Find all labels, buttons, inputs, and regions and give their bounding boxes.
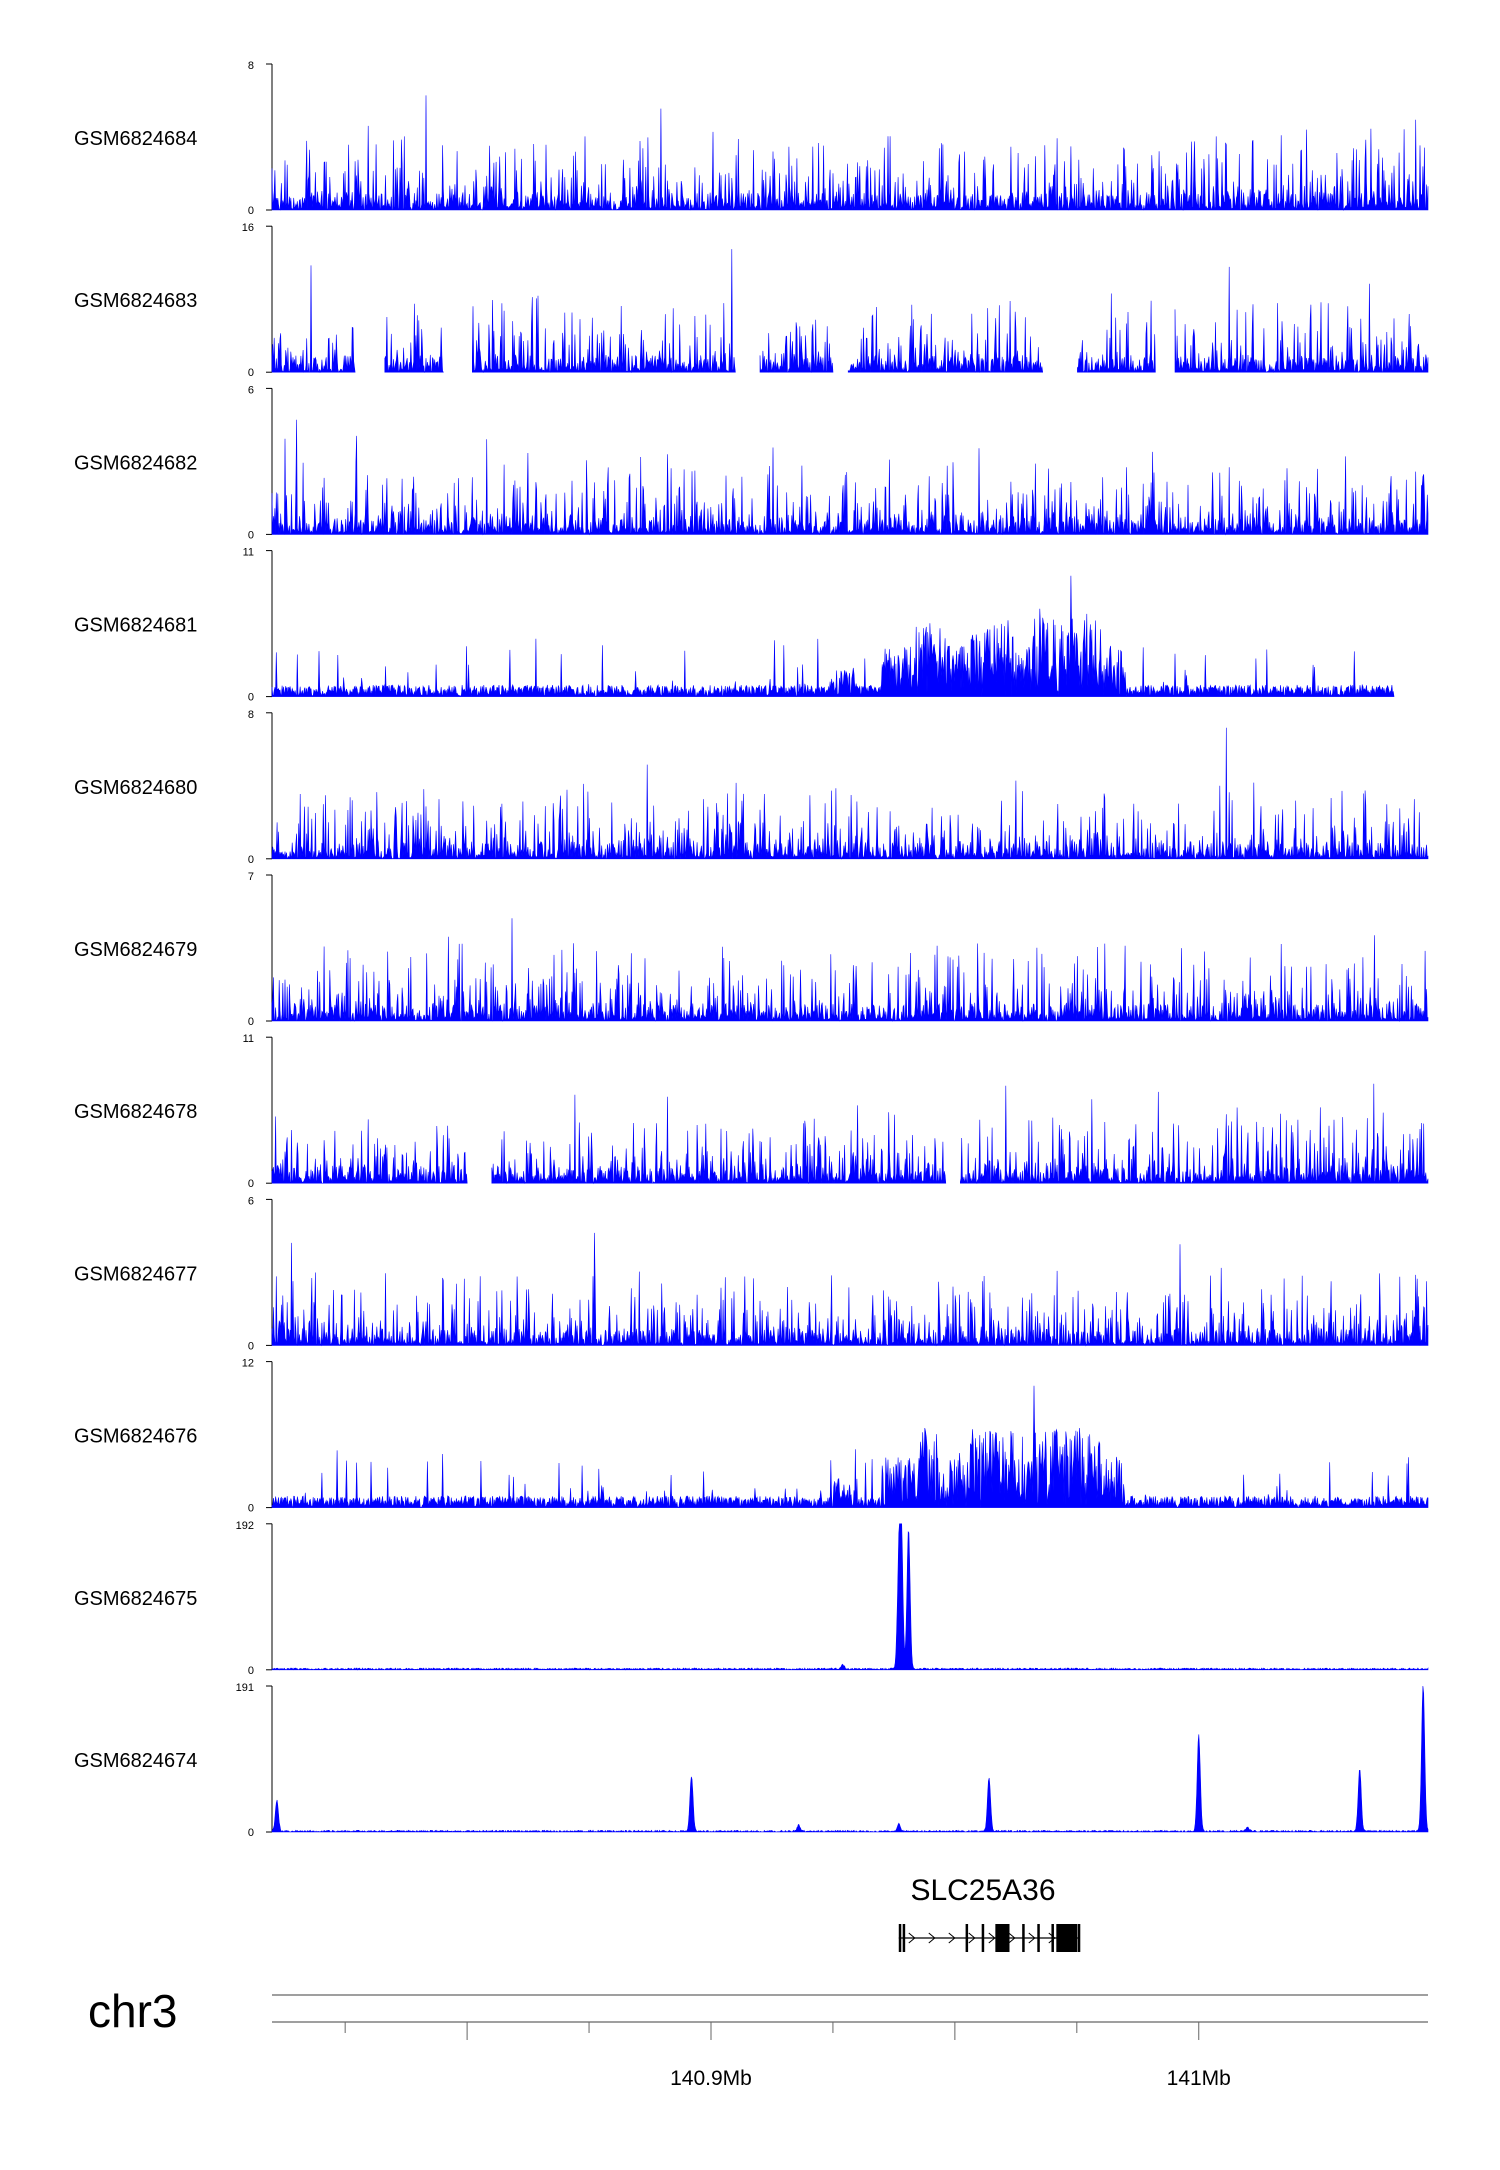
track-name: GSM6824683 [74, 290, 197, 312]
exon [995, 1924, 1010, 1952]
y-tick-min-label: 0 [248, 1016, 254, 1028]
strand-arrow [948, 1932, 956, 1944]
y-tick-min-label: 0 [248, 367, 254, 379]
gene-label: SLC25A36 [910, 1874, 1055, 1907]
utr-exon [902, 1924, 906, 1952]
track-name: GSM6824682 [74, 452, 197, 474]
y-tick-min-label: 0 [248, 1178, 254, 1190]
signal-area [271, 419, 1429, 536]
y-tick-max-label: 6 [248, 384, 254, 396]
y-tick-max-label: 6 [248, 1195, 254, 1207]
chromosome-label: chr3 [88, 1985, 177, 2037]
exon [1077, 1924, 1081, 1952]
track-GSM6824681: GSM6824681 11 0 [74, 547, 1395, 704]
signal-area [271, 727, 1429, 860]
track-GSM6824680: GSM6824680 8 0 [74, 709, 1429, 866]
gene-annotation-track: SLC25A36 [898, 1874, 1081, 1952]
track-GSM6824674: GSM6824674 191 0 [74, 1682, 1429, 1839]
signal-area [271, 1685, 1429, 1833]
strand-arrow [1028, 1932, 1036, 1944]
y-tick-max-label: 192 [236, 1520, 254, 1532]
signal-area [271, 1385, 1429, 1509]
track-GSM6824675: GSM6824675 192 0 [74, 1520, 1429, 1677]
y-tick-max-label: 8 [248, 60, 254, 72]
y-tick-min-label: 0 [248, 1503, 254, 1515]
y-tick-min-label: 0 [248, 1827, 254, 1839]
y-tick-max-label: 12 [242, 1358, 254, 1370]
signal-area [271, 918, 1429, 1022]
track-GSM6824679: GSM6824679 7 0 [74, 871, 1429, 1028]
strand-arrow [1008, 1932, 1016, 1944]
x-tick-label: 140.9Mb [670, 2067, 752, 2090]
y-tick-min-label: 0 [248, 205, 254, 217]
exon [1022, 1924, 1025, 1952]
strand-arrow [988, 1932, 996, 1944]
track-GSM6824676: GSM6824676 12 0 [74, 1358, 1429, 1515]
track-name: GSM6824675 [74, 1588, 197, 1610]
signal-area [271, 1523, 1429, 1671]
utr-exon [898, 1924, 902, 1952]
track-name: GSM6824678 [74, 1101, 197, 1123]
y-tick-max-label: 16 [242, 222, 254, 234]
y-tick-max-label: 11 [243, 547, 254, 559]
y-tick-max-label: 7 [248, 871, 254, 883]
track-GSM6824683: GSM6824683 16 0 [74, 222, 1429, 379]
signal-area [271, 1232, 1429, 1347]
track-name: GSM6824677 [74, 1263, 197, 1285]
y-tick-max-label: 11 [243, 1033, 254, 1045]
y-tick-min-label: 0 [248, 1665, 254, 1677]
track-GSM6824677: GSM6824677 6 0 [74, 1195, 1429, 1352]
strand-arrow [908, 1932, 916, 1944]
track-GSM6824678: GSM6824678 11 0 [74, 1033, 1429, 1190]
track-name: GSM6824679 [74, 939, 197, 961]
y-tick-min-label: 0 [248, 529, 254, 541]
strand-arrow [928, 1932, 936, 1944]
signal-area [271, 1083, 1429, 1185]
signal-tracks: GSM682468480GSM6824683160GSM682468260GSM… [74, 60, 1429, 1839]
exon [965, 1924, 969, 1952]
track-name: GSM6824684 [74, 128, 197, 150]
track-GSM6824682: GSM6824682 6 0 [74, 384, 1429, 541]
y-tick-min-label: 0 [248, 692, 254, 704]
track-name: GSM6824674 [74, 1750, 197, 1772]
signal-area [271, 95, 1429, 212]
track-name: GSM6824676 [74, 1426, 197, 1448]
signal-area [271, 575, 1395, 698]
strand-arrow [968, 1932, 976, 1944]
y-tick-max-label: 191 [236, 1682, 254, 1694]
y-tick-min-label: 0 [248, 1340, 254, 1352]
exon [981, 1924, 985, 1952]
exon [1037, 1924, 1040, 1952]
y-tick-min-label: 0 [248, 854, 254, 866]
cds-block [1056, 1924, 1078, 1952]
chromosome-axis: chr3 140.9Mb 141Mb [88, 1985, 1428, 2090]
y-tick-max-label: 8 [248, 709, 254, 721]
strand-arrow [1048, 1932, 1056, 1944]
track-name: GSM6824680 [74, 777, 197, 799]
x-tick-label: 141Mb [1167, 2067, 1231, 2090]
track-name: GSM6824681 [74, 615, 197, 637]
exon [1051, 1924, 1054, 1952]
signal-area [271, 249, 1429, 374]
track-GSM6824684: GSM6824684 8 0 [74, 60, 1429, 217]
